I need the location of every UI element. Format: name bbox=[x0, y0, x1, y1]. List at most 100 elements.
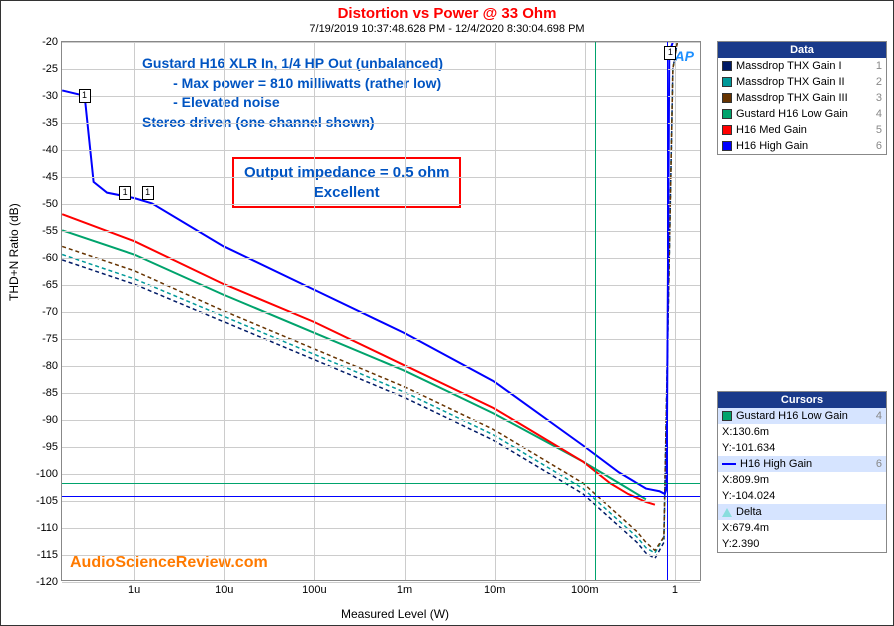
cursor-label: Gustard H16 Low Gain bbox=[736, 410, 848, 422]
legend-index: 6 bbox=[876, 140, 882, 152]
timestamp: 7/19/2019 10:37:48.628 PM - 12/4/2020 8:… bbox=[309, 23, 584, 35]
cursor-swatch bbox=[722, 463, 736, 465]
cursor-line bbox=[62, 496, 700, 497]
cursor-item: Gustard H16 Low Gain 4 bbox=[718, 408, 886, 424]
legend-index: 2 bbox=[876, 76, 882, 88]
legend-swatch bbox=[722, 77, 732, 87]
y-tick: -85 bbox=[42, 387, 62, 399]
legend-item[interactable]: Massdrop THX Gain III 3 bbox=[718, 90, 886, 106]
y-axis-label: THD+N Ratio (dB) bbox=[7, 203, 21, 301]
x-tick: 10u bbox=[215, 580, 233, 596]
cursor-item: X:130.6m bbox=[718, 424, 886, 440]
y-tick: -40 bbox=[42, 144, 62, 156]
x-axis-label: Measured Level (W) bbox=[341, 607, 449, 621]
y-tick: -70 bbox=[42, 306, 62, 318]
gridline-h bbox=[62, 366, 700, 367]
legend-item[interactable]: H16 High Gain 6 bbox=[718, 138, 886, 154]
cursor-item: H16 High Gain 6 bbox=[718, 456, 886, 472]
legend-label: Massdrop THX Gain III bbox=[736, 92, 848, 104]
gridline-v bbox=[675, 42, 676, 580]
cursor-item: X:809.9m bbox=[718, 472, 886, 488]
legend-data-panel: Data Massdrop THX Gain I1Massdrop THX Ga… bbox=[717, 41, 887, 155]
annotation-main: Gustard H16 XLR In, 1/4 HP Out (unbalanc… bbox=[142, 54, 443, 132]
ap-logo: AP bbox=[675, 48, 694, 64]
y-tick: -75 bbox=[42, 333, 62, 345]
legend-cursors-panel: Cursors Gustard H16 Low Gain4X:130.6mY:-… bbox=[717, 391, 887, 553]
series-marker: 1 bbox=[142, 186, 154, 200]
y-tick: -115 bbox=[37, 549, 62, 561]
cursor-item: X:679.4m bbox=[718, 520, 886, 536]
plot-area: Gustard H16 XLR In, 1/4 HP Out (unbalanc… bbox=[61, 41, 701, 581]
legend-index: 3 bbox=[876, 92, 882, 104]
cursor-index: 6 bbox=[876, 458, 882, 470]
series-marker: 1 bbox=[79, 89, 91, 103]
cursor-value: Y:-104.024 bbox=[722, 490, 775, 502]
gridline-h bbox=[62, 528, 700, 529]
legend-swatch bbox=[722, 125, 732, 135]
delta-icon bbox=[722, 508, 732, 517]
gridline-h bbox=[62, 447, 700, 448]
gridline-h bbox=[62, 339, 700, 340]
gridline-h bbox=[62, 582, 700, 583]
cursor-value: X:679.4m bbox=[722, 522, 769, 534]
x-tick: 10m bbox=[484, 580, 505, 596]
y-tick: -45 bbox=[42, 171, 62, 183]
series-marker: 1 bbox=[664, 46, 676, 60]
y-tick: -50 bbox=[42, 198, 62, 210]
y-tick: -25 bbox=[42, 63, 62, 75]
legend-label: Gustard H16 Low Gain bbox=[736, 108, 848, 120]
cursor-item: Delta bbox=[718, 504, 886, 520]
y-tick: -65 bbox=[42, 279, 62, 291]
gridline-h bbox=[62, 393, 700, 394]
legend-swatch bbox=[722, 141, 732, 151]
legend-label: H16 Med Gain bbox=[736, 124, 807, 136]
gridline-v bbox=[134, 42, 135, 580]
cursor-line bbox=[595, 42, 596, 580]
y-tick: -120 bbox=[36, 576, 62, 588]
legend-item[interactable]: Gustard H16 Low Gain4 bbox=[718, 106, 886, 122]
gridline-v bbox=[495, 42, 496, 580]
y-tick: -30 bbox=[42, 90, 62, 102]
legend-item[interactable]: H16 Med Gain 5 bbox=[718, 122, 886, 138]
x-tick: 1u bbox=[128, 580, 140, 596]
gridline-v bbox=[224, 42, 225, 580]
y-tick: -90 bbox=[42, 414, 62, 426]
cursor-item: Y:-104.024 bbox=[718, 488, 886, 504]
cursor-label: Delta bbox=[736, 506, 762, 518]
cursor-value: Y:2.390 bbox=[722, 538, 759, 550]
y-tick: -20 bbox=[42, 36, 62, 48]
x-tick: 100u bbox=[302, 580, 326, 596]
y-tick: -95 bbox=[42, 441, 62, 453]
gridline-h bbox=[62, 150, 700, 151]
gridline-h bbox=[62, 285, 700, 286]
x-tick: 1 bbox=[672, 580, 678, 596]
gridline-h bbox=[62, 96, 700, 97]
annotation-impedance-box: Output impedance = 0.5 ohmExcellent bbox=[232, 157, 461, 208]
legend-label: Massdrop THX Gain II bbox=[736, 76, 845, 88]
legend-label: Massdrop THX Gain I bbox=[736, 60, 842, 72]
cursor-index: 4 bbox=[876, 410, 882, 422]
x-tick: 100m bbox=[571, 580, 599, 596]
cursor-swatch bbox=[722, 411, 732, 421]
cursor-item: Y:-101.634 bbox=[718, 440, 886, 456]
cursor-label: H16 High Gain bbox=[740, 458, 812, 470]
legend-item[interactable]: Massdrop THX Gain II 2 bbox=[718, 74, 886, 90]
legend-item[interactable]: Massdrop THX Gain I 1 bbox=[718, 58, 886, 74]
y-tick: -60 bbox=[42, 252, 62, 264]
cursor-value: X:130.6m bbox=[722, 426, 769, 438]
legend-label: H16 High Gain bbox=[736, 140, 808, 152]
gridline-v bbox=[585, 42, 586, 580]
chart-title: Distortion vs Power @ 33 Ohm bbox=[338, 5, 557, 22]
gridline-h bbox=[62, 231, 700, 232]
gridline-h bbox=[62, 69, 700, 70]
gridline-h bbox=[62, 177, 700, 178]
legend-index: 1 bbox=[876, 60, 882, 72]
y-tick: -105 bbox=[36, 495, 62, 507]
gridline-h bbox=[62, 42, 700, 43]
gridline-v bbox=[405, 42, 406, 580]
gridline-h bbox=[62, 474, 700, 475]
cursor-value: Y:-101.634 bbox=[722, 442, 775, 454]
legend-index: 5 bbox=[876, 124, 882, 136]
cursor-item: Y:2.390 bbox=[718, 536, 886, 552]
gridline-h bbox=[62, 501, 700, 502]
